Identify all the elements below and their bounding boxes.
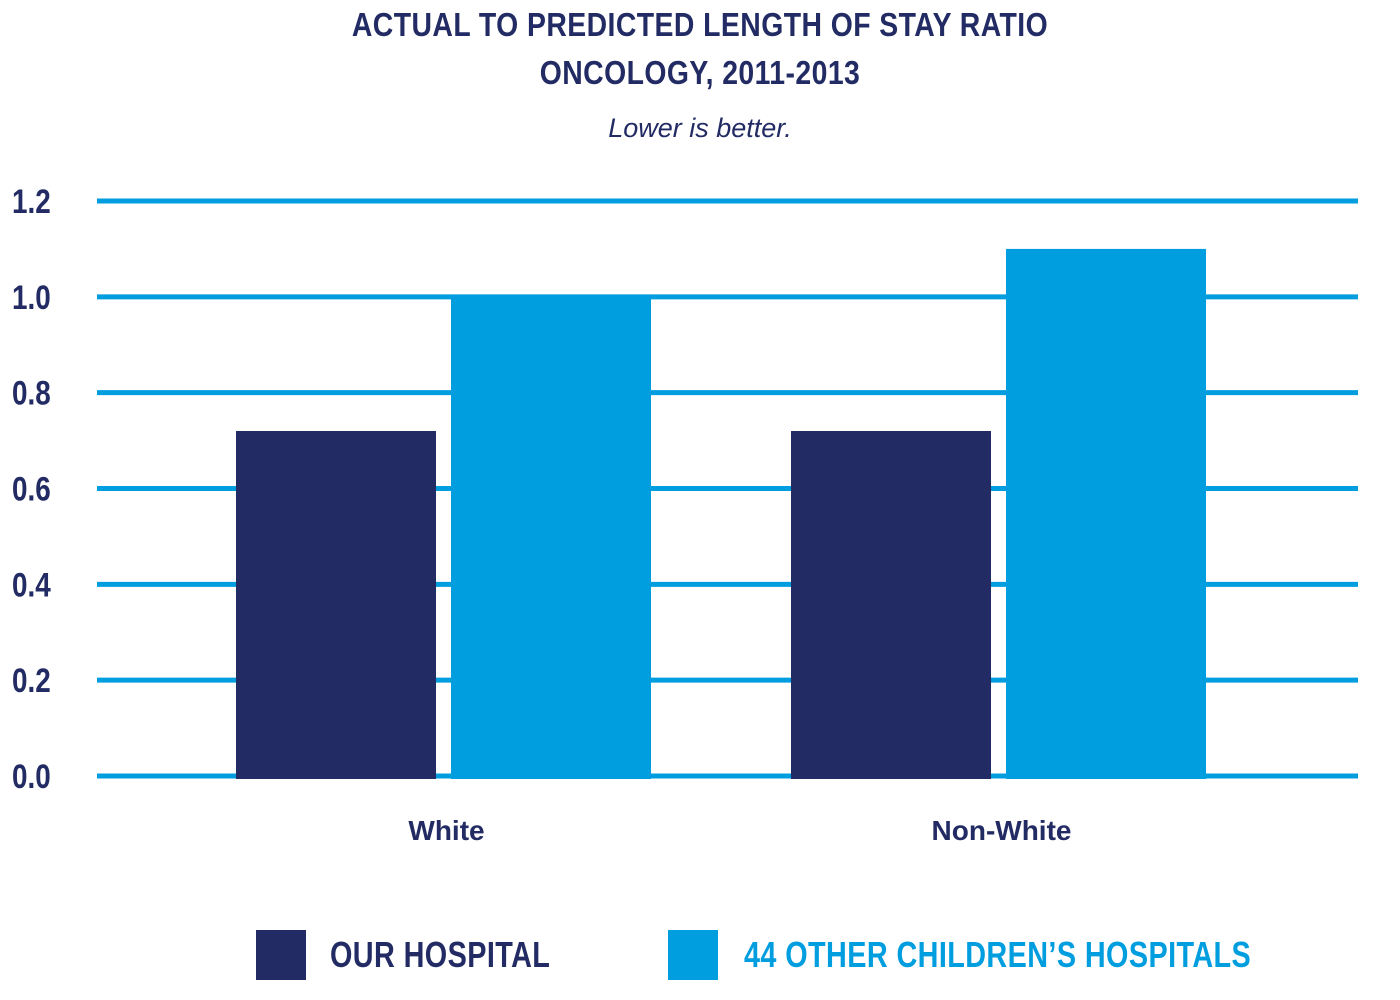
bar-chart: 0.0 0.2 0.4 0.6 0.8 1.0 1.2 White Non-White [12,182,1358,846]
y-tick-label: 0.2 [12,662,51,700]
y-tick-label: 0.6 [12,470,51,508]
bar-our-hospital-white [236,431,436,779]
bar-our-hospital-non-white [791,431,991,779]
legend-swatch-our-hospital [256,930,306,980]
y-tick-label: 0.0 [12,757,51,795]
bar-other-hospitals-non-white [1006,248,1206,779]
y-tick-label: 1.0 [12,278,51,316]
y-tick-label: 1.2 [12,182,51,220]
legend-swatch-other-hospitals [668,930,718,980]
bar-other-hospitals-white [451,296,651,779]
chart-title-line-2: ONCOLOGY, 2011-2013 [539,54,861,91]
x-tick-label: Non-White [932,815,1072,846]
y-tick-label: 0.4 [12,566,51,604]
legend-label-our-hospital: OUR HOSPITAL [330,934,551,975]
chart-title: ACTUAL TO PREDICTED LENGTH OF STAY RATIO [351,6,1049,43]
y-tick-label: 0.8 [12,374,51,412]
x-tick-label: White [408,815,484,846]
chart-subtitle: Lower is better. [608,113,792,143]
legend-label-other-hospitals: 44 OTHER CHILDREN’S HOSPITALS [744,934,1252,975]
